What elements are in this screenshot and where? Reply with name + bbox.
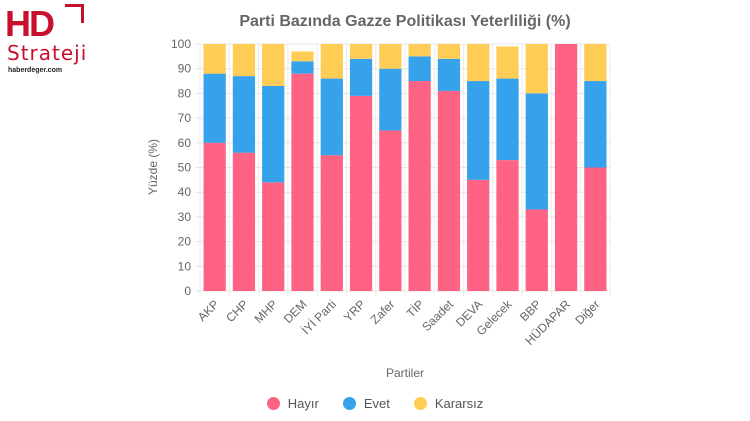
legend-item-kararsiz[interactable]: Kararsız: [413, 394, 484, 412]
bar-segment[interactable]: [232, 44, 256, 77]
bar-segment[interactable]: [203, 73, 226, 143]
bar-segment[interactable]: [379, 44, 402, 69]
bar-segment[interactable]: [320, 78, 343, 156]
bar-segment[interactable]: [584, 44, 607, 82]
bar-segment[interactable]: [203, 44, 226, 74]
y-tick-labels: 0 10 20 30 40 50 60 70 80 90 100: [171, 37, 191, 298]
bar-segment[interactable]: [320, 44, 343, 79]
legend-label-kararsiz: Kararsız: [434, 395, 484, 411]
logo-site-text: haberdeger.com: [8, 67, 63, 74]
legend-swatch-kararsiz: [413, 396, 427, 410]
y-tick-label: 100: [171, 37, 191, 51]
bar-segment[interactable]: [320, 155, 343, 291]
bar-series: [203, 44, 607, 292]
x-tick-label: Zafer: [368, 297, 398, 327]
y-tick-label: 90: [178, 62, 192, 76]
x-tick-label: TİP: [404, 297, 427, 320]
bar-segment[interactable]: [408, 56, 431, 82]
bar-segment[interactable]: [349, 95, 373, 292]
bar-segment[interactable]: [379, 130, 402, 291]
logo-strateji-text: Strateji: [7, 41, 88, 65]
x-axis-label: Partiler: [386, 366, 424, 380]
bar-segment[interactable]: [349, 44, 373, 59]
x-tick-label: CHP: [223, 297, 251, 325]
y-tick-label: 0: [184, 284, 191, 298]
y-tick-label: 50: [178, 161, 192, 175]
y-tick-label: 70: [178, 111, 192, 125]
y-tick-label: 60: [178, 136, 192, 150]
stacked-bar-chart: Parti Bazında Gazze Politikası Yeterlili…: [146, 13, 611, 380]
bar-segment[interactable]: [496, 78, 519, 161]
y-tick-label: 80: [178, 86, 192, 100]
chart-legend: Hayır Evet Kararsız: [0, 394, 750, 412]
bar-segment[interactable]: [525, 209, 548, 291]
logo-hd-text: HD: [5, 3, 55, 44]
legend-label-hayir: Hayır: [287, 395, 319, 411]
bar-segment[interactable]: [496, 46, 519, 79]
bar-segment[interactable]: [496, 160, 519, 291]
brand-logo: HD Strateji haberdeger.com: [5, 4, 89, 82]
bar-segment[interactable]: [291, 61, 314, 74]
bar-segment[interactable]: [232, 152, 256, 291]
legend-item-hayir[interactable]: Hayır: [266, 394, 319, 412]
bar-segment[interactable]: [467, 179, 490, 291]
bar-segment[interactable]: [437, 44, 461, 59]
bar-segment[interactable]: [262, 85, 285, 183]
y-tick-label: 20: [178, 235, 192, 249]
bar-segment[interactable]: [584, 167, 607, 292]
x-tick-label: Saadet: [419, 297, 456, 334]
bar-segment[interactable]: [525, 93, 548, 210]
x-tick-label: MHP: [252, 297, 281, 326]
bar-segment[interactable]: [467, 44, 490, 82]
bar-segment[interactable]: [262, 182, 285, 291]
logo-corner-mark: [65, 4, 84, 23]
bar-segment[interactable]: [291, 51, 314, 62]
bar-segment[interactable]: [291, 73, 314, 291]
bar-segment[interactable]: [203, 142, 226, 291]
y-tick-label: 40: [178, 185, 192, 199]
y-axis-label: Yüzde (%): [146, 139, 160, 195]
bar-segment[interactable]: [408, 44, 431, 57]
legend-label-evet: Evet: [363, 395, 390, 411]
bar-segment[interactable]: [554, 44, 578, 291]
bar-segment[interactable]: [437, 58, 461, 91]
bar-segment[interactable]: [379, 68, 402, 131]
legend-swatch-hayir: [266, 396, 280, 410]
bar-segment[interactable]: [437, 90, 461, 292]
chart-title: Parti Bazında Gazze Politikası Yeterlili…: [239, 13, 570, 30]
x-tick-label: AKP: [195, 297, 222, 324]
bar-segment[interactable]: [232, 76, 256, 153]
x-tick-label: YRP: [341, 297, 368, 324]
legend-item-evet[interactable]: Evet: [342, 394, 390, 412]
bar-segment[interactable]: [467, 81, 490, 180]
bar-segment[interactable]: [408, 81, 431, 291]
y-tick-label: 10: [178, 259, 192, 273]
bar-segment[interactable]: [584, 81, 607, 168]
bar-segment[interactable]: [262, 44, 285, 86]
bar-segment[interactable]: [349, 58, 373, 96]
y-tick-label: 30: [178, 210, 192, 224]
x-tick-label: Diğer: [572, 297, 602, 327]
legend-swatch-evet: [342, 396, 356, 410]
bar-segment[interactable]: [525, 44, 548, 94]
